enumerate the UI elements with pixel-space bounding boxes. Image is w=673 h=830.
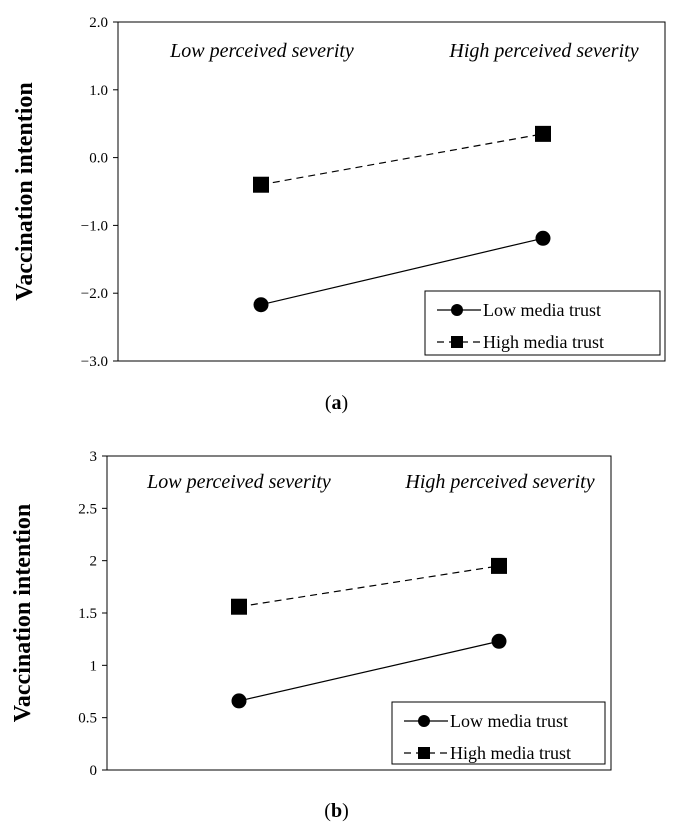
- legend-marker-circle: [451, 304, 463, 316]
- y-axis-label: Vaccination intention: [12, 82, 38, 300]
- category-label: Low perceived severity: [146, 471, 331, 493]
- data-point-square: [491, 557, 507, 574]
- panel-caption-b: (b): [324, 800, 349, 822]
- legend-label: Low media trust: [450, 711, 568, 731]
- y-tick-label: 3: [90, 449, 98, 465]
- legend-marker-square: [451, 336, 463, 348]
- y-tick-label: 2: [90, 554, 98, 570]
- legend-label: High media trust: [483, 332, 604, 352]
- y-tick-label: 1.5: [78, 606, 97, 622]
- chart-a: −3.0 −2.0 −1.0 0.0 1.0 2.0 Vaccination intenti…: [12, 15, 666, 370]
- y-tick-label: 0.0: [89, 151, 108, 167]
- y-tick-label: 0.5: [78, 711, 97, 727]
- legend-marker-circle: [418, 715, 430, 727]
- panel-caption-a: (a): [324, 392, 349, 414]
- legend-box: [424, 290, 661, 356]
- data-point-square: [253, 176, 269, 193]
- data-point-circle: [253, 297, 269, 313]
- series-line: [260, 133, 544, 186]
- plot-area: [117, 21, 666, 362]
- chart-b: 0 0.5 1 1.5 2 2.5 3 Vaccination intention Low pe…: [10, 449, 612, 779]
- y-tick-label: −2.0: [81, 286, 108, 302]
- series-line: [238, 640, 500, 702]
- legend-marker-square: [418, 747, 430, 759]
- data-point-circle: [491, 633, 507, 649]
- series-line: [260, 237, 544, 306]
- y-tick-label: −1.0: [81, 218, 108, 234]
- y-axis-label: Vaccination intention: [10, 504, 36, 722]
- data-point-circle: [535, 230, 551, 246]
- legend-label: Low media trust: [483, 300, 601, 320]
- y-tick-label: 2.5: [78, 501, 97, 517]
- data-point-square: [231, 598, 247, 615]
- category-label: Low perceived severity: [169, 40, 354, 62]
- chart-panel-a: −3.0 −2.0 −1.0 0.0 1.0 2.0 Vaccination intenti…: [12, 15, 666, 414]
- y-tick-label: 0: [90, 763, 98, 779]
- category-label: High perceived severity: [404, 471, 594, 493]
- y-tick-label: −3.0: [81, 354, 108, 370]
- data-point-square: [535, 125, 551, 142]
- y-tick-label: 1: [90, 658, 98, 674]
- y-tick-label: 2.0: [89, 15, 108, 31]
- y-tick-label: 1.0: [89, 83, 108, 99]
- category-label: High perceived severity: [448, 40, 638, 62]
- data-point-circle: [231, 693, 247, 709]
- chart-panel-b: 0 0.5 1 1.5 2 2.5 3 Vaccination intention Low pe…: [0, 415, 673, 830]
- legend-label: High media trust: [450, 743, 571, 763]
- series-line: [238, 565, 500, 608]
